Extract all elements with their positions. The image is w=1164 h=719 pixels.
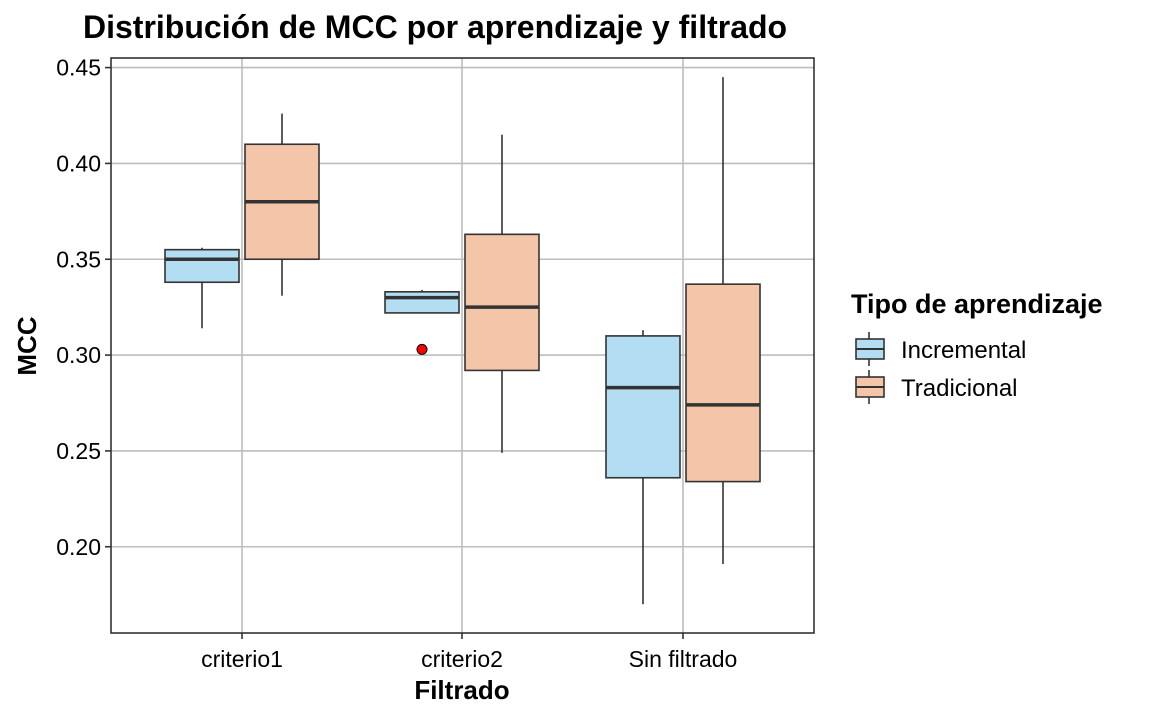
- box-incremental-criterio2: [384, 289, 460, 355]
- x-axis-title: Filtrado: [414, 675, 509, 705]
- y-axis-title: MCC: [12, 316, 42, 375]
- y-tick-label: 0.25: [56, 438, 101, 464]
- legend-item-incremental: Incremental: [855, 332, 1026, 366]
- x-tick-label: Sin filtrado: [629, 646, 738, 672]
- y-tick-label: 0.30: [56, 342, 101, 368]
- y-axis: 0.20 0.25 0.30 0.35 0.40 0.45: [56, 55, 111, 560]
- box-incremental-Sin-filtrado: [605, 330, 681, 605]
- outlier-point: [416, 343, 428, 355]
- box-tradicional-criterio2: [464, 134, 540, 453]
- legend: Tipo de aprendizaje Incremental Tradicion…: [851, 289, 1103, 404]
- legend-item-tradicional: Tradicional: [855, 370, 1018, 404]
- y-tick-label: 0.45: [56, 55, 101, 81]
- legend-item-label: Tradicional: [901, 375, 1018, 402]
- box-incremental-criterio1: [164, 247, 240, 329]
- plot-panel: [110, 57, 815, 634]
- y-tick-label: 0.40: [56, 150, 101, 176]
- box-body: [164, 248, 240, 284]
- x-axis: criterio1 criterio2 Sin filtrado: [201, 633, 737, 672]
- legend-item-label: Incremental: [901, 337, 1026, 364]
- box-body: [464, 233, 540, 372]
- y-tick-label: 0.20: [56, 534, 101, 560]
- box-body: [384, 291, 460, 314]
- x-tick-label: criterio1: [201, 646, 283, 672]
- box-body: [685, 283, 761, 483]
- box-tradicional-criterio1: [244, 113, 320, 296]
- box-tradicional-Sin-filtrado: [685, 77, 761, 564]
- chart-title: Distribución de MCC por aprendizaje y fi…: [83, 9, 787, 45]
- box-body: [605, 335, 681, 479]
- y-tick-label: 0.35: [56, 246, 101, 272]
- legend-title: Tipo de aprendizaje: [851, 289, 1103, 319]
- x-tick-label: criterio2: [421, 646, 503, 672]
